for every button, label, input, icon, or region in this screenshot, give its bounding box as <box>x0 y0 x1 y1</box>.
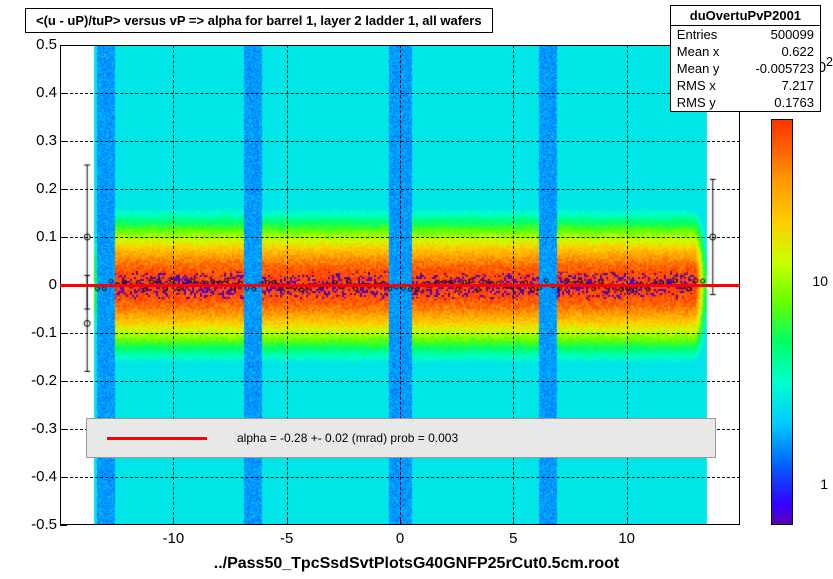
y-tick-label: 0.5 <box>7 36 57 53</box>
y-tick <box>60 525 67 526</box>
stats-key: Mean x <box>671 43 726 60</box>
stats-box: duOvertuPvP2001 Entries500099Mean x0.622… <box>670 5 821 112</box>
colorbar-label: 10 <box>812 273 828 289</box>
stats-val: 0.1763 <box>725 94 820 111</box>
x-tick-label: -10 <box>153 530 193 547</box>
y-tick-label: 0.3 <box>7 132 57 149</box>
y-tick-label: -0.1 <box>7 324 57 341</box>
y-tick <box>60 45 67 46</box>
stats-key: Entries <box>671 26 726 43</box>
stats-key: Mean y <box>671 60 726 77</box>
fit-line <box>60 284 740 287</box>
y-tick-label: -0.3 <box>7 420 57 437</box>
y-tick-label: 0 <box>7 276 57 293</box>
y-tick-label: -0.4 <box>7 468 57 485</box>
y-tick-label: -0.5 <box>7 516 57 533</box>
stats-val: 0.622 <box>725 43 820 60</box>
plot-title: <(u - uP)/tuP> versus vP => alpha for ba… <box>25 8 493 33</box>
y-tick-label: -0.2 <box>7 372 57 389</box>
x-axis-label: ../Pass50_TpcSsdSvtPlotsG40GNFP25rCut0.5… <box>0 555 833 573</box>
fit-label: alpha = -0.28 +- 0.02 (mrad) prob = 0.00… <box>237 431 458 445</box>
colorbar <box>771 119 793 525</box>
stats-val: -0.005723 <box>725 60 820 77</box>
stats-name: duOvertuPvP2001 <box>671 6 820 26</box>
fit-line-sample <box>107 437 207 440</box>
stats-val: 7.217 <box>725 77 820 94</box>
stats-val: 500099 <box>725 26 820 43</box>
colorbar-label: 1 <box>820 476 828 492</box>
stats-key: RMS y <box>671 94 726 111</box>
stats-table: Entries500099Mean x0.622Mean y-0.005723R… <box>671 26 820 111</box>
y-tick-label: 0.2 <box>7 180 57 197</box>
y-tick-label: 0.1 <box>7 228 57 245</box>
y-tick-label: 0.4 <box>7 84 57 101</box>
x-tick-label: 10 <box>607 530 647 547</box>
x-tick-label: 5 <box>493 530 533 547</box>
x-tick-label: -5 <box>267 530 307 547</box>
stats-key: RMS x <box>671 77 726 94</box>
fit-legend: alpha = -0.28 +- 0.02 (mrad) prob = 0.00… <box>86 418 716 458</box>
x-tick-label: 0 <box>380 530 420 547</box>
